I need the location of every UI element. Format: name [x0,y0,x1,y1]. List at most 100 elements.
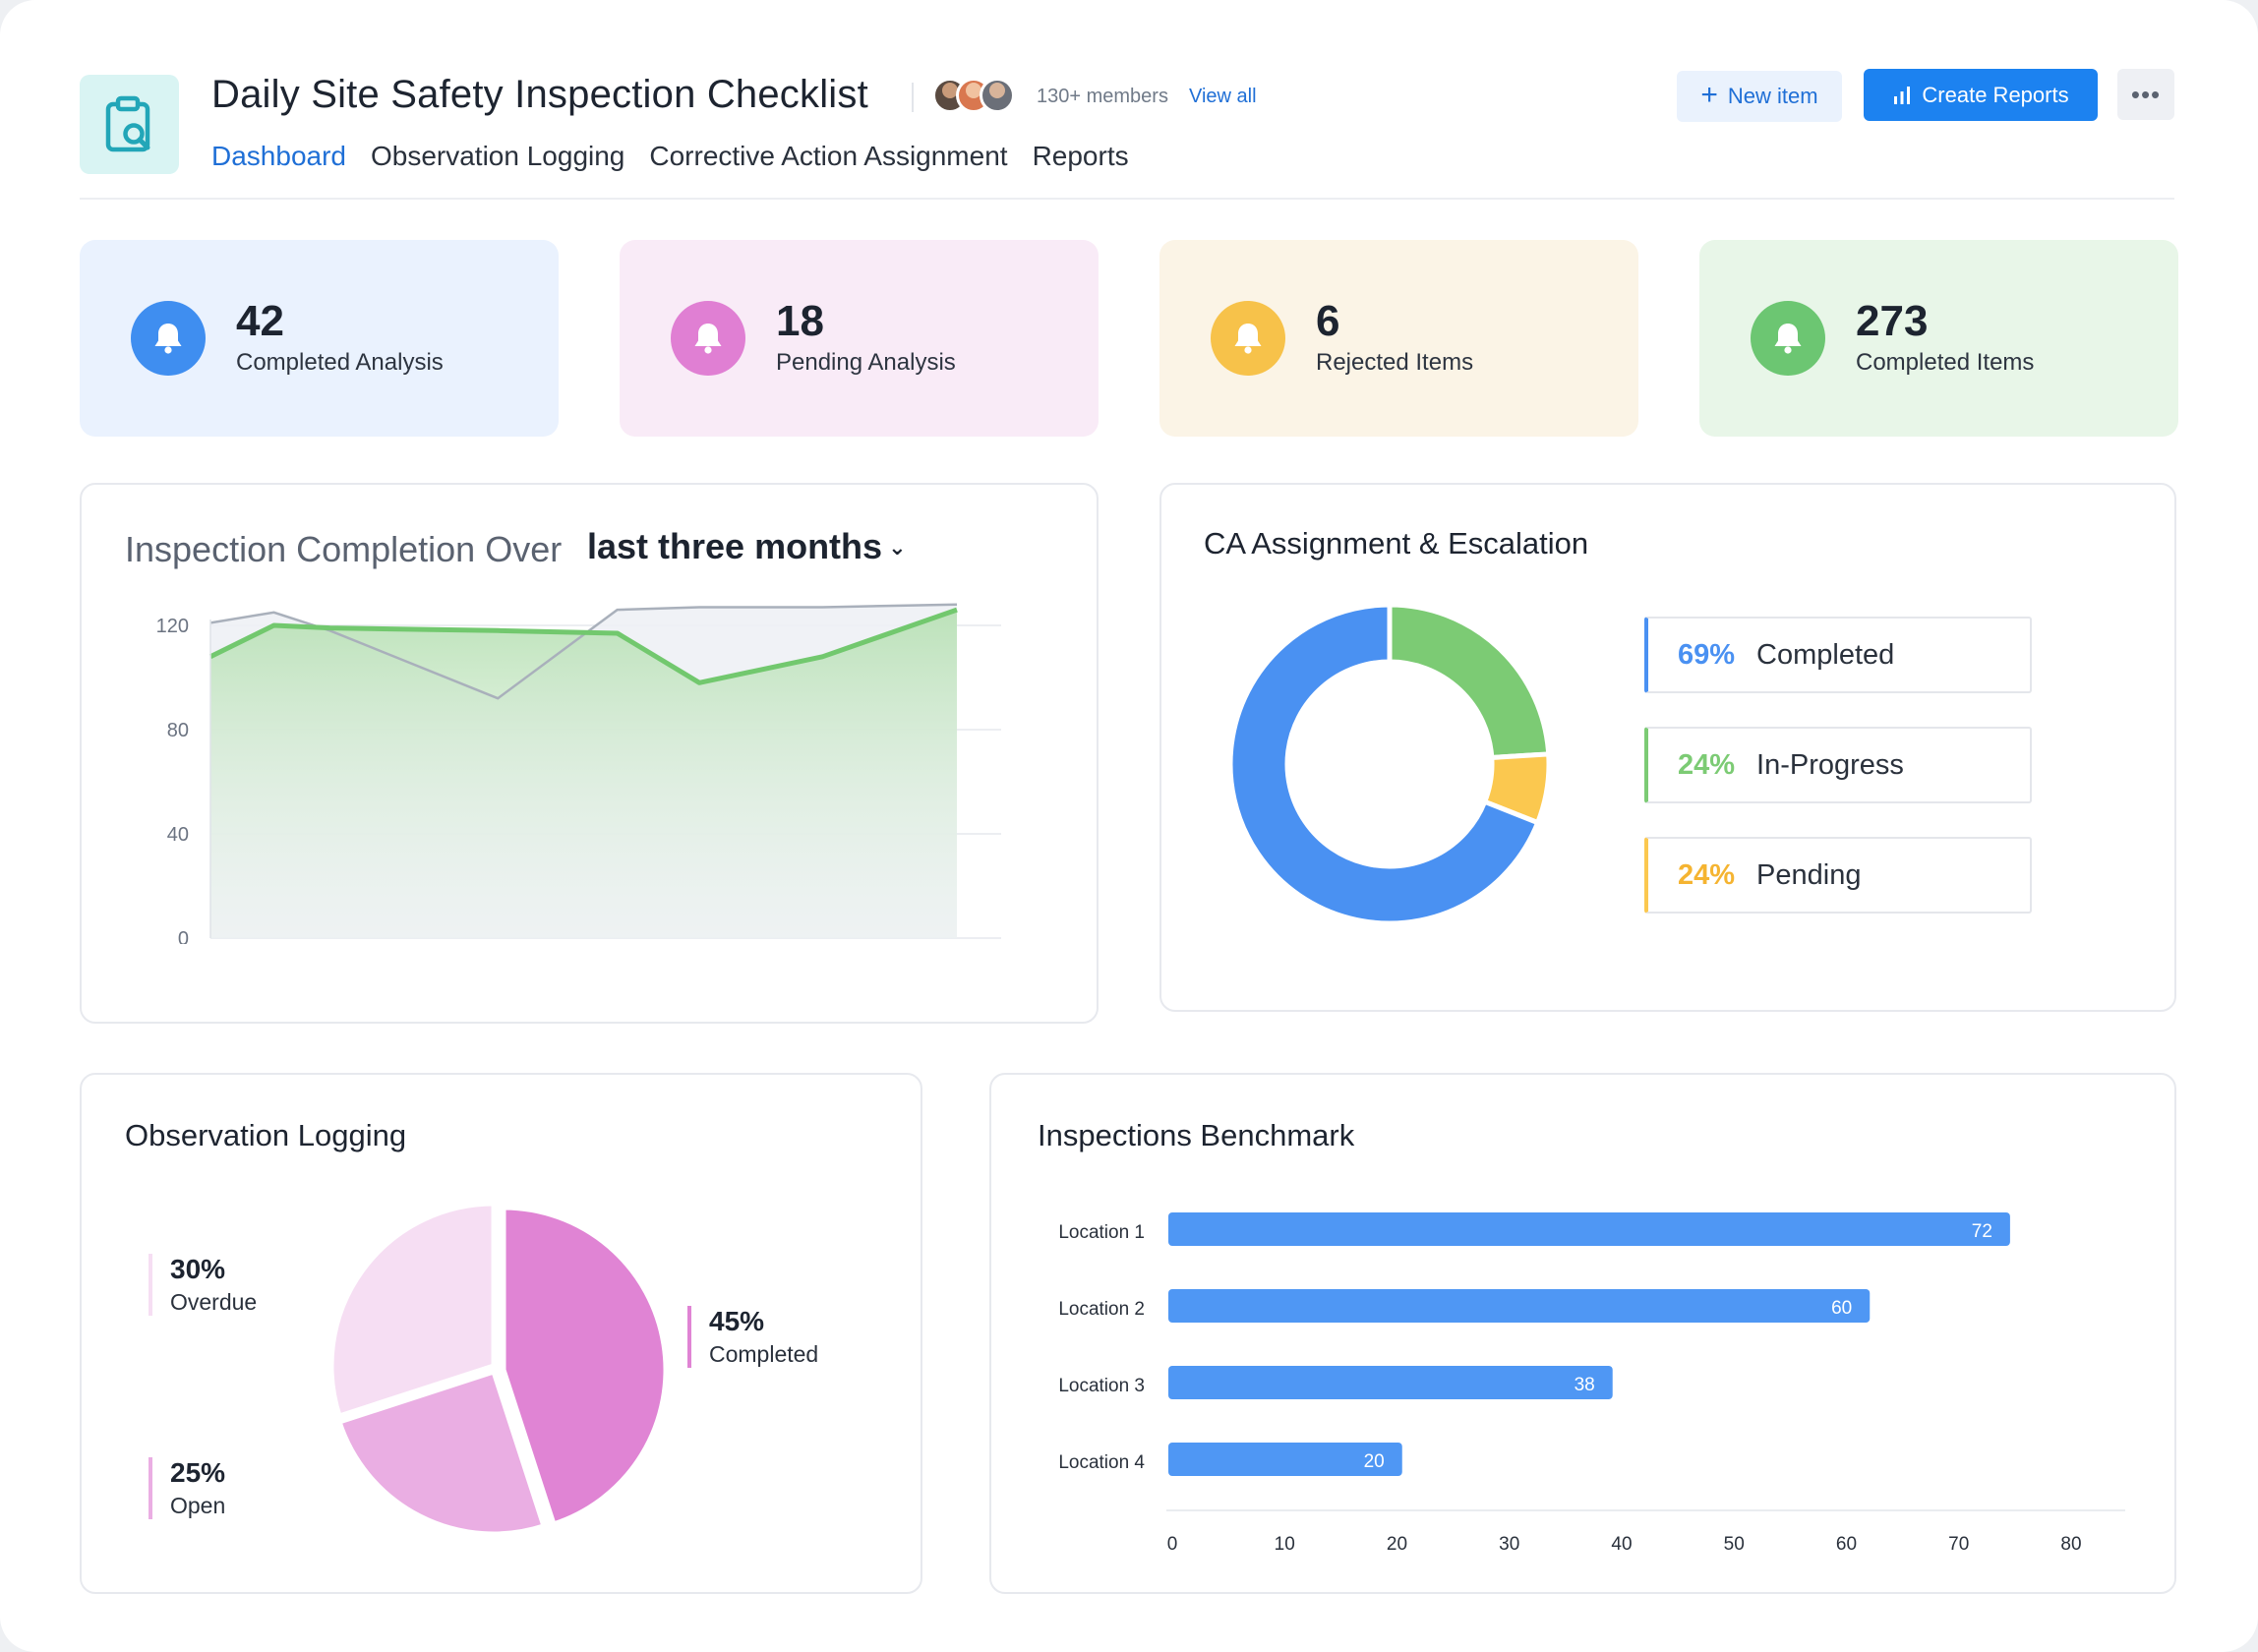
pie-slice-completed[interactable] [501,1205,665,1527]
legend-pct: 69% [1678,638,1736,671]
y-tick-label: 120 [156,616,189,637]
pie-pct: 25% [170,1457,226,1488]
pie-slice-overdue[interactable] [330,1201,497,1419]
avatar [980,78,1015,113]
new-item-label: New item [1727,84,1818,108]
range-label: last three months [587,526,883,566]
y-tick-label: 0 [178,928,189,944]
legend-name: Completed [1756,638,1895,671]
header-divider [912,83,914,112]
y-tick-label: 80 [167,720,189,741]
x-tick-label: 70 [1948,1534,1969,1554]
pie-name: Overdue [170,1289,258,1315]
legend-name: Pending [1756,858,1862,891]
pie-pct: 30% [170,1254,226,1284]
create-reports-button[interactable]: Create Reports [1864,69,2098,121]
x-tick-label: 80 [2060,1534,2081,1554]
legend-completed[interactable]: 69% Completed [1644,617,2032,693]
ca-assignment-title: CA Assignment & Escalation [1204,526,1589,560]
bell-icon [1211,301,1285,376]
inspections-benchmark-panel [989,1073,2176,1594]
stat-value: 273 [1856,297,1929,345]
stat-card-pending-analysis[interactable]: 18 Pending Analysis [620,240,1099,437]
legend-pct: 24% [1678,748,1736,781]
bar[interactable] [1168,1366,1613,1399]
legend-pct: 24% [1678,858,1736,891]
category-label: Location 1 [1058,1222,1145,1243]
y-tick-label: 40 [167,824,189,846]
stat-value: 18 [776,297,824,345]
series-1-line [208,607,958,685]
tab-bar: Dashboard Observation Logging Corrective… [211,141,1129,172]
stat-label: Rejected Items [1316,349,1474,376]
new-item-button[interactable]: + New item [1677,71,1842,122]
bar[interactable] [1168,1289,1871,1323]
x-tick-label: 20 [1387,1534,1407,1554]
clipboard-search-logo-icon [80,75,179,174]
bell-icon [131,301,206,376]
x-tick-label: 60 [1836,1534,1857,1554]
member-avatars[interactable] [932,78,1015,113]
donut-slice-completed[interactable] [1227,602,1541,926]
bar-value-label: 20 [1364,1451,1385,1472]
bar-value-label: 60 [1831,1298,1852,1319]
stat-card-completed-analysis[interactable]: 42 Completed Analysis [80,240,559,437]
benchmark-bar-chart: Location 1 72 Location 2 60 Location 3 38 Loca… [1058,1212,2125,1554]
tab-corrective-action-assignment[interactable]: Corrective Action Assignment [649,141,1008,171]
stat-card-completed-items[interactable]: 273 Completed Items [1699,240,2178,437]
bar-chart-icon [1894,86,1911,104]
stat-label: Completed Items [1856,349,2035,376]
legend-pending[interactable]: 24% Pending [1644,837,2032,914]
legend-name: In-Progress [1756,748,1904,781]
bar-value-label: 72 [1972,1221,1992,1242]
category-label: Location 4 [1058,1452,1145,1473]
ca-assignment-panel [1159,483,2176,1012]
tab-dashboard[interactable]: Dashboard [211,141,346,171]
stat-label: Pending Analysis [776,349,956,376]
page-title: Daily Site Safety Inspection Checklist [211,73,868,116]
chevron-down-icon: ⌄ [888,535,907,560]
pie-name: Completed [709,1341,819,1367]
pie-label-overdue: 30% Overdue [149,1254,257,1316]
series-2-line [209,603,958,700]
legend-in-progress[interactable]: 24% In-Progress [1644,727,2032,803]
create-reports-label: Create Reports [1922,82,2069,107]
stat-value: 6 [1316,297,1340,345]
tab-observation-logging[interactable]: Observation Logging [370,141,625,171]
inspections-benchmark-title: Inspections Benchmark [1038,1118,1355,1152]
category-label: Location 2 [1058,1299,1145,1320]
pie-label-open: 25% Open [149,1457,225,1519]
series-1-area [210,610,957,938]
bar[interactable] [1168,1443,1402,1476]
x-tick-label: 40 [1611,1534,1632,1554]
category-label: Location 3 [1058,1376,1145,1396]
inspection-completion-title: Inspection Completion Over [125,529,563,569]
bell-icon [671,301,745,376]
more-icon: ••• [2130,79,2162,109]
ca-donut-chart [1227,602,1552,926]
more-options-button[interactable]: ••• [2117,69,2174,120]
pie-name: Open [170,1493,226,1518]
x-tick-label: 30 [1499,1534,1519,1554]
pie-label-completed: 45% Completed [687,1306,818,1368]
stat-value: 42 [236,297,284,345]
observation-logging-title: Observation Logging [125,1118,407,1152]
header-separator [80,198,2174,200]
donut-slice-in-progress[interactable] [1387,602,1552,760]
inspection-completion-chart: 0 40 80 120 [156,603,1001,944]
x-tick-label: 0 [1167,1534,1178,1554]
bar-value-label: 38 [1575,1375,1595,1395]
members-count: 130+ members [1037,86,1168,107]
pie-pct: 45% [709,1306,765,1336]
observation-pie-chart [330,1201,665,1535]
plus-icon: + [1700,78,1718,111]
pie-slice-open[interactable] [336,1369,547,1535]
tab-reports[interactable]: Reports [1032,141,1129,171]
bar[interactable] [1168,1212,2010,1246]
stat-card-rejected-items[interactable]: 6 Rejected Items [1159,240,1638,437]
range-dropdown[interactable]: last three months ⌄ [587,526,907,567]
bell-icon [1751,301,1825,376]
view-all-link[interactable]: View all [1189,86,1257,107]
stat-label: Completed Analysis [236,349,444,376]
